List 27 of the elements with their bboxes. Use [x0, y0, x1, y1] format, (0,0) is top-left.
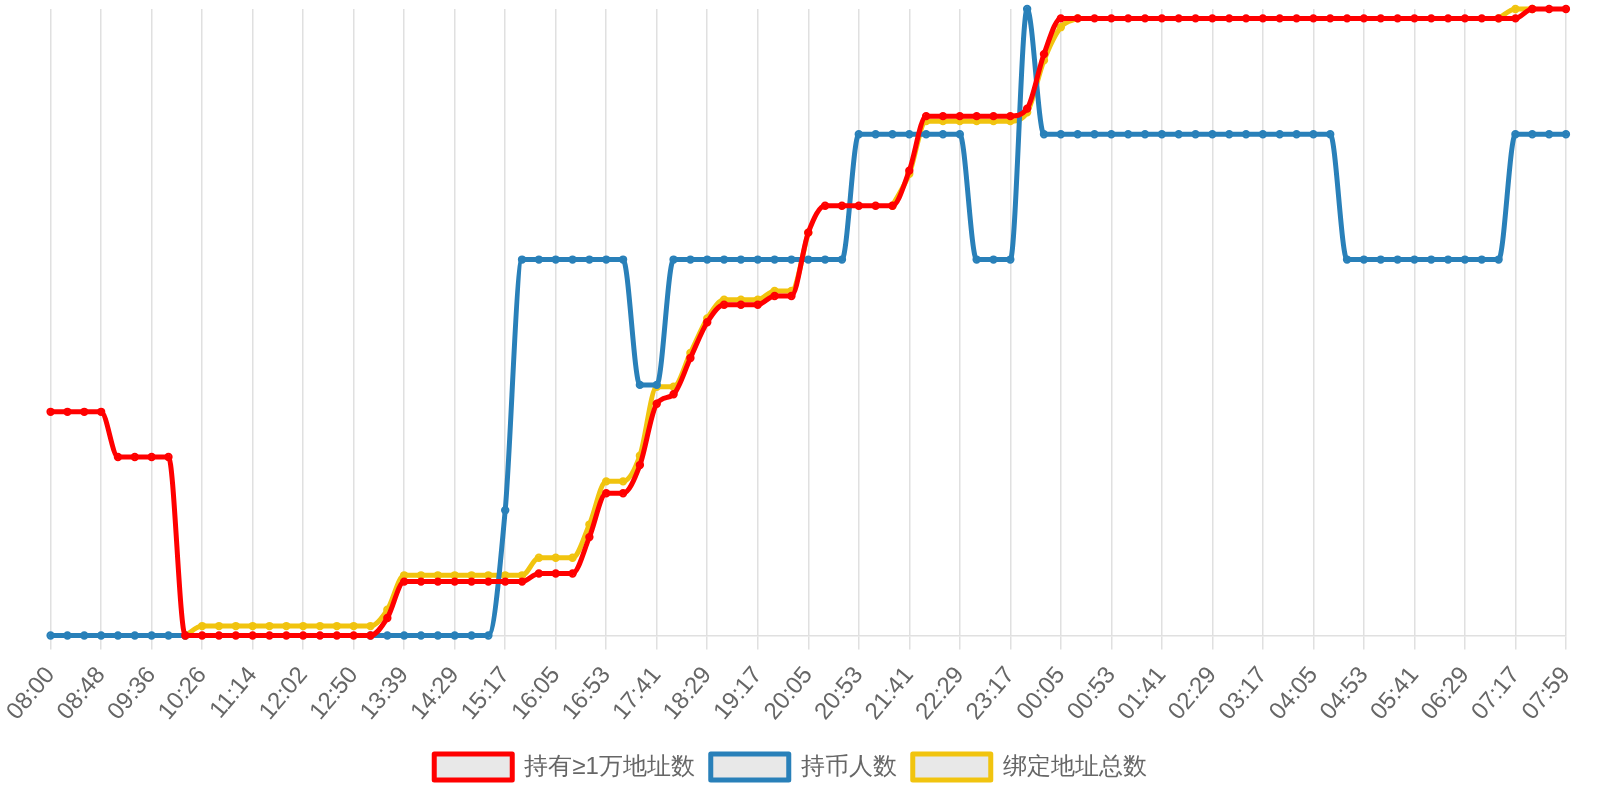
point [484, 571, 493, 580]
point [416, 571, 426, 580]
point [214, 621, 224, 631]
point [282, 621, 291, 631]
point [1511, 4, 1520, 14]
point [248, 621, 257, 631]
point [618, 477, 628, 486]
point [399, 571, 409, 580]
point [602, 477, 611, 486]
point [231, 621, 241, 631]
legend-label: 绑定地址总数 [1002, 751, 1147, 779]
point [366, 621, 375, 631]
point [433, 571, 443, 580]
point [551, 553, 560, 562]
legend-label: 持币人数 [800, 751, 897, 779]
legend-label: 持有≥1万地址数 [524, 751, 695, 779]
point [517, 571, 527, 580]
point [298, 621, 308, 631]
point [332, 621, 342, 631]
point [467, 571, 476, 580]
point [265, 621, 274, 631]
point [534, 553, 544, 562]
point [315, 621, 325, 631]
point [349, 621, 358, 631]
point [568, 553, 577, 562]
point [1056, 22, 1066, 32]
point [197, 621, 207, 631]
